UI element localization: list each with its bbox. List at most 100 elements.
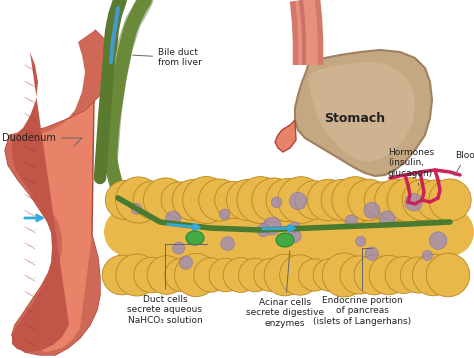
Circle shape bbox=[242, 182, 279, 218]
Text: Duodenum: Duodenum bbox=[2, 133, 82, 146]
Circle shape bbox=[297, 257, 332, 293]
Circle shape bbox=[223, 176, 271, 224]
Circle shape bbox=[349, 180, 389, 220]
Circle shape bbox=[138, 208, 186, 256]
Circle shape bbox=[290, 192, 307, 210]
Circle shape bbox=[189, 208, 237, 256]
Circle shape bbox=[219, 209, 230, 219]
Circle shape bbox=[278, 253, 321, 296]
Circle shape bbox=[333, 178, 377, 222]
Circle shape bbox=[118, 257, 155, 294]
Circle shape bbox=[253, 257, 288, 292]
Circle shape bbox=[206, 255, 246, 295]
Circle shape bbox=[387, 178, 431, 222]
Circle shape bbox=[222, 257, 259, 293]
Circle shape bbox=[147, 182, 184, 218]
Circle shape bbox=[117, 178, 160, 222]
Circle shape bbox=[379, 211, 395, 227]
Polygon shape bbox=[5, 30, 110, 355]
Circle shape bbox=[375, 179, 417, 221]
Polygon shape bbox=[12, 52, 69, 352]
Circle shape bbox=[251, 177, 297, 223]
Polygon shape bbox=[275, 120, 296, 152]
Circle shape bbox=[195, 259, 227, 291]
Circle shape bbox=[345, 215, 358, 228]
Circle shape bbox=[384, 256, 423, 294]
Polygon shape bbox=[295, 50, 432, 176]
Ellipse shape bbox=[276, 233, 294, 247]
Circle shape bbox=[358, 208, 406, 256]
Circle shape bbox=[106, 259, 138, 291]
Circle shape bbox=[307, 208, 356, 256]
Text: Duct cells
secrete aqueous
NaHCO₃ solution: Duct cells secrete aqueous NaHCO₃ soluti… bbox=[128, 244, 207, 325]
Polygon shape bbox=[308, 62, 415, 162]
Circle shape bbox=[104, 208, 152, 256]
Circle shape bbox=[291, 208, 338, 256]
Circle shape bbox=[422, 250, 432, 260]
Circle shape bbox=[179, 256, 192, 269]
Circle shape bbox=[402, 258, 435, 291]
Circle shape bbox=[341, 257, 377, 293]
Circle shape bbox=[341, 208, 389, 256]
Circle shape bbox=[364, 202, 380, 218]
Circle shape bbox=[171, 179, 214, 222]
Circle shape bbox=[392, 208, 440, 256]
Circle shape bbox=[355, 256, 392, 294]
Circle shape bbox=[121, 208, 169, 256]
Text: Endocrine portion
of pancreas
(islets of Langerhans): Endocrine portion of pancreas (islets of… bbox=[313, 248, 411, 326]
Circle shape bbox=[162, 256, 201, 294]
Circle shape bbox=[429, 232, 447, 250]
Circle shape bbox=[257, 224, 270, 237]
Circle shape bbox=[405, 193, 422, 211]
Circle shape bbox=[375, 208, 423, 256]
Circle shape bbox=[256, 208, 304, 256]
Circle shape bbox=[206, 208, 254, 256]
Circle shape bbox=[356, 236, 366, 246]
Circle shape bbox=[416, 179, 457, 221]
Circle shape bbox=[328, 258, 361, 292]
Text: Blood: Blood bbox=[455, 150, 474, 160]
Circle shape bbox=[136, 259, 168, 291]
Circle shape bbox=[287, 229, 301, 243]
Circle shape bbox=[426, 208, 474, 256]
Circle shape bbox=[105, 180, 145, 219]
Circle shape bbox=[131, 203, 142, 214]
Circle shape bbox=[239, 208, 288, 256]
Circle shape bbox=[290, 222, 300, 232]
Polygon shape bbox=[118, 195, 455, 280]
Circle shape bbox=[146, 255, 187, 295]
Circle shape bbox=[415, 257, 451, 293]
Circle shape bbox=[308, 180, 348, 220]
Circle shape bbox=[174, 253, 218, 297]
Polygon shape bbox=[5, 30, 110, 355]
Circle shape bbox=[129, 177, 175, 223]
Circle shape bbox=[294, 180, 335, 220]
Circle shape bbox=[269, 182, 306, 218]
Circle shape bbox=[173, 242, 184, 254]
Circle shape bbox=[365, 247, 378, 260]
Circle shape bbox=[324, 208, 372, 256]
Text: Acinar cells
secrete digestive
enzymes: Acinar cells secrete digestive enzymes bbox=[246, 251, 324, 328]
Circle shape bbox=[221, 237, 235, 251]
Circle shape bbox=[196, 176, 244, 224]
Circle shape bbox=[322, 180, 361, 219]
Circle shape bbox=[166, 211, 181, 226]
Ellipse shape bbox=[186, 231, 204, 245]
Circle shape bbox=[409, 208, 457, 256]
Circle shape bbox=[158, 179, 200, 221]
Circle shape bbox=[428, 255, 468, 295]
Text: Hormones
(insulin,
glucagon): Hormones (insulin, glucagon) bbox=[388, 148, 434, 185]
Circle shape bbox=[185, 179, 227, 221]
Circle shape bbox=[271, 197, 282, 208]
Circle shape bbox=[172, 208, 220, 256]
Text: Bile duct
from liver: Bile duct from liver bbox=[133, 48, 202, 67]
Circle shape bbox=[155, 208, 203, 256]
Circle shape bbox=[283, 182, 319, 219]
Circle shape bbox=[404, 182, 441, 219]
Circle shape bbox=[223, 208, 271, 256]
Circle shape bbox=[311, 256, 348, 294]
Circle shape bbox=[360, 178, 404, 222]
Circle shape bbox=[235, 255, 275, 295]
Circle shape bbox=[269, 259, 301, 291]
Circle shape bbox=[429, 179, 471, 221]
